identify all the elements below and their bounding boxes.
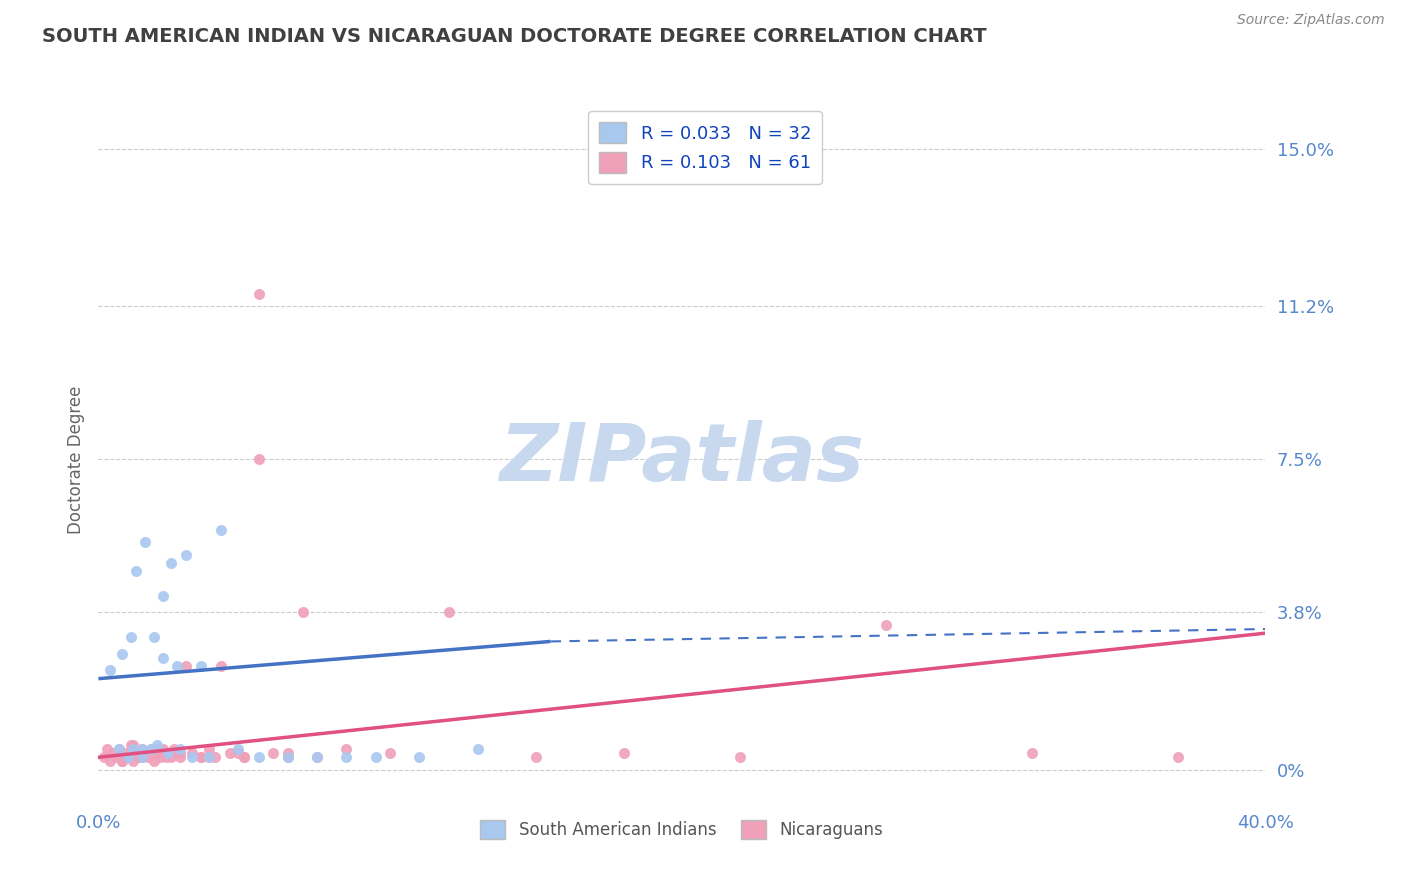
Point [262,746,284,760]
Point [142,630,165,644]
Point [117,750,139,764]
Point [209,523,232,537]
Point [467,742,489,756]
Point [125,746,148,760]
Legend: South American Indians, Nicaraguans: South American Indians, Nicaraguans [474,814,890,846]
Point [228,742,250,756]
Point [524,750,547,764]
Point [233,750,256,764]
Point [612,746,634,760]
Point [152,651,174,665]
Point [104,750,127,764]
Point [101,746,124,760]
Point [114,746,136,760]
Point [163,742,186,756]
Point [142,755,165,769]
Point [335,742,357,756]
Point [157,746,180,760]
Point [111,755,134,769]
Point [152,589,174,603]
Point [218,746,240,760]
Point [134,746,156,760]
Point [108,742,131,756]
Point [174,548,197,562]
Point [139,742,162,756]
Point [730,750,752,764]
Point [136,750,159,764]
Point [160,746,183,760]
Point [128,750,150,764]
Point [380,746,402,760]
Point [198,742,221,756]
Point [204,750,226,764]
Point [307,750,329,764]
Point [155,750,177,764]
Point [277,750,299,764]
Text: Source: ZipAtlas.com: Source: ZipAtlas.com [1237,13,1385,28]
Point [98,755,121,769]
Point [277,750,299,764]
Point [146,738,169,752]
Point [875,618,897,632]
Point [149,750,172,764]
Point [131,742,153,756]
Point [174,659,197,673]
Point [1167,750,1189,764]
Point [307,750,329,764]
Point [408,750,430,764]
Point [364,750,387,764]
Point [180,746,202,760]
Point [139,742,162,756]
Point [146,742,169,756]
Point [122,738,145,752]
Point [335,750,357,764]
Point [1021,746,1043,760]
Point [180,750,202,764]
Point [111,755,134,769]
Point [131,750,153,764]
Point [96,742,118,756]
Point [157,746,180,760]
Point [120,738,142,752]
Point [111,647,134,661]
Point [198,750,221,764]
Point [247,750,270,764]
Point [228,746,250,760]
Point [233,750,256,764]
Point [166,746,188,760]
Point [291,606,314,620]
Y-axis label: Doctorate Degree: Doctorate Degree [66,385,84,533]
Point [190,750,212,764]
Text: SOUTH AMERICAN INDIAN VS NICARAGUAN DOCTORATE DEGREE CORRELATION CHART: SOUTH AMERICAN INDIAN VS NICARAGUAN DOCT… [42,27,987,45]
Point [122,755,145,769]
Point [209,659,232,673]
Point [152,742,174,756]
Point [131,742,153,756]
Point [169,746,191,760]
Point [198,750,221,764]
Point [247,286,270,301]
Point [190,750,212,764]
Point [169,750,191,764]
Point [117,750,139,764]
Point [122,742,145,756]
Point [437,606,460,620]
Point [247,452,270,467]
Point [120,630,142,644]
Point [169,742,191,756]
Point [93,750,115,764]
Point [98,664,121,678]
Point [277,746,299,760]
Point [166,659,188,673]
Point [131,750,153,764]
Text: ZIPatlas: ZIPatlas [499,420,865,499]
Point [146,746,169,760]
Point [160,750,183,764]
Point [190,659,212,673]
Point [125,564,148,578]
Point [134,535,156,549]
Point [160,556,183,570]
Point [108,742,131,756]
